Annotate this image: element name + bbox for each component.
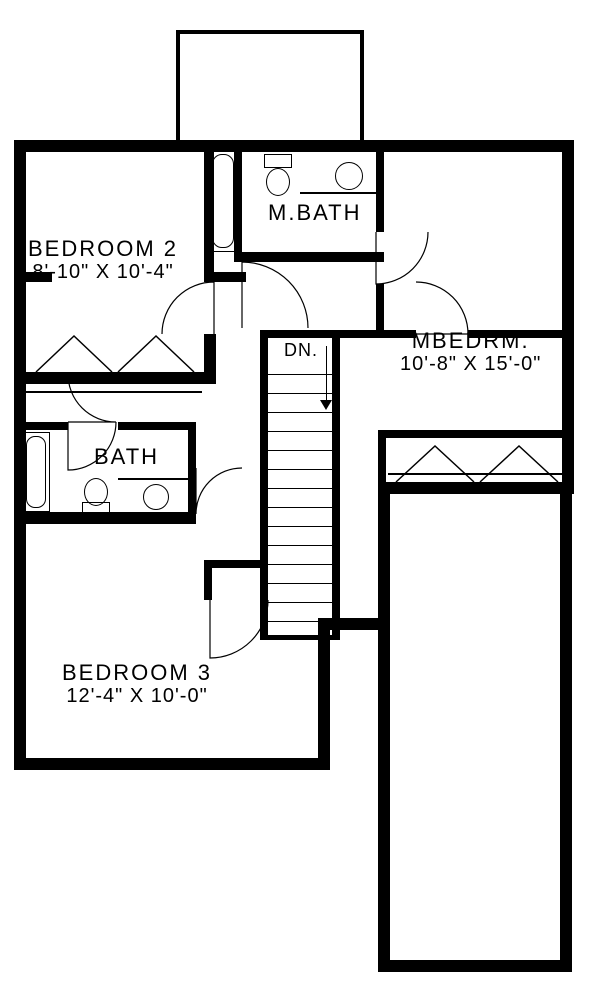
label-bedroom3-dims: 12'-4" X 10'-0" <box>62 685 212 708</box>
label-bedroom3: BEDROOM 3 12'-4" X 10'-0" <box>62 660 212 708</box>
label-bath-name: BATH <box>94 444 159 469</box>
label-mbedrm-name: MBEDRM. <box>400 328 541 353</box>
label-bedroom3-name: BEDROOM 3 <box>62 660 212 685</box>
floorplan-canvas: DN. BEDROOM 2 8'-10" X 10'-4" <box>0 0 600 998</box>
label-bedroom2: BEDROOM 2 8'-10" X 10'-4" <box>28 236 178 284</box>
label-mbedrm: MBEDRM. 10'-8" X 15'-0" <box>400 328 541 376</box>
label-bedroom2-dims: 8'-10" X 10'-4" <box>28 261 178 284</box>
label-bedroom2-name: BEDROOM 2 <box>28 236 178 261</box>
label-mbedrm-dims: 10'-8" X 15'-0" <box>400 353 541 376</box>
label-mbath: M.BATH <box>268 200 361 225</box>
label-mbath-name: M.BATH <box>268 200 361 225</box>
label-bath: BATH <box>94 444 159 469</box>
closet-doors-svg <box>0 0 600 998</box>
